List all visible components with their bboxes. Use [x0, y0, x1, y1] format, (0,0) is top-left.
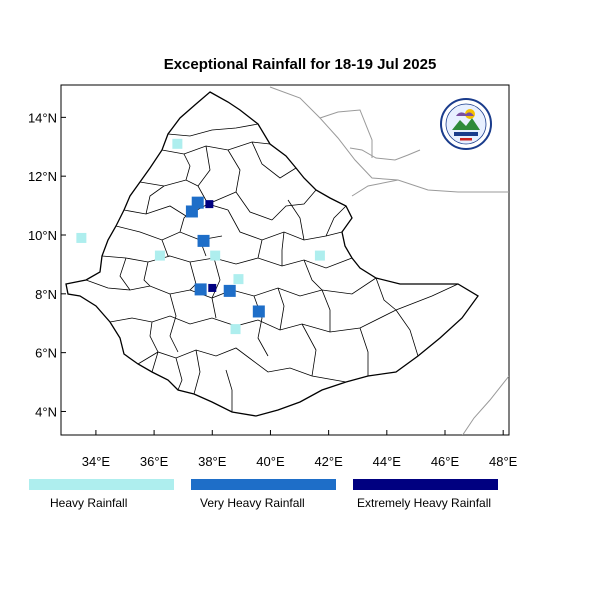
- legend-label-heavy: Heavy Rainfall: [50, 496, 128, 510]
- rain-cell-extremely-heavy: [208, 283, 217, 292]
- x-tick-label: 46°E: [431, 454, 460, 469]
- rain-cell-heavy: [172, 138, 183, 149]
- x-tick-label: 34°E: [82, 454, 111, 469]
- rain-cell-heavy: [233, 274, 244, 285]
- rain-cell-very-heavy: [185, 205, 198, 218]
- rainfall-layer: [76, 138, 325, 335]
- rain-cell-very-heavy: [197, 234, 210, 247]
- map-title: Exceptional Rainfall for 18-19 Jul 2025: [163, 56, 437, 73]
- rain-cell-heavy: [314, 250, 325, 261]
- rain-cell-very-heavy: [194, 283, 207, 296]
- legend-swatch-extremely-heavy: [353, 479, 498, 490]
- legend-swatch-very-heavy: [191, 479, 336, 490]
- x-tick-label: 42°E: [314, 454, 343, 469]
- rain-cell-very-heavy: [252, 305, 265, 318]
- rain-cell-extremely-heavy: [205, 200, 214, 209]
- rain-cell-heavy: [76, 232, 87, 243]
- y-tick-label: 6°N: [35, 346, 57, 361]
- y-tick-label: 12°N: [28, 169, 57, 184]
- rain-cell-heavy: [230, 324, 241, 335]
- y-tick-label: 14°N: [28, 110, 57, 125]
- legend-label-extremely-heavy: Extremely Heavy Rainfall: [357, 496, 492, 510]
- legend-swatch-heavy: [29, 479, 174, 490]
- admin-boundaries: [85, 123, 459, 412]
- y-tick-label: 10°N: [28, 228, 57, 243]
- y-tick-label: 4°N: [35, 404, 57, 419]
- rain-cell-heavy: [210, 250, 221, 261]
- rain-cell-heavy: [154, 250, 165, 261]
- x-tick-label: 38°E: [198, 454, 227, 469]
- ethiopian-meteorology-institute-logo: [440, 98, 492, 150]
- x-tick-label: 44°E: [373, 454, 402, 469]
- legend-label-very-heavy: Very Heavy Rainfall: [200, 496, 305, 510]
- neighbour-borders: [269, 86, 509, 435]
- x-tick-label: 36°E: [140, 454, 169, 469]
- axis-ticks: 34°E 36°E 38°E 40°E 42°E 44°E 46°E 48°E 4°N 6°N 8°…: [28, 110, 518, 469]
- rain-cell-very-heavy: [223, 284, 236, 297]
- y-tick-label: 8°N: [35, 287, 57, 302]
- x-tick-label: 48°E: [489, 454, 518, 469]
- ethiopia-outline: [65, 91, 479, 417]
- x-tick-label: 40°E: [256, 454, 285, 469]
